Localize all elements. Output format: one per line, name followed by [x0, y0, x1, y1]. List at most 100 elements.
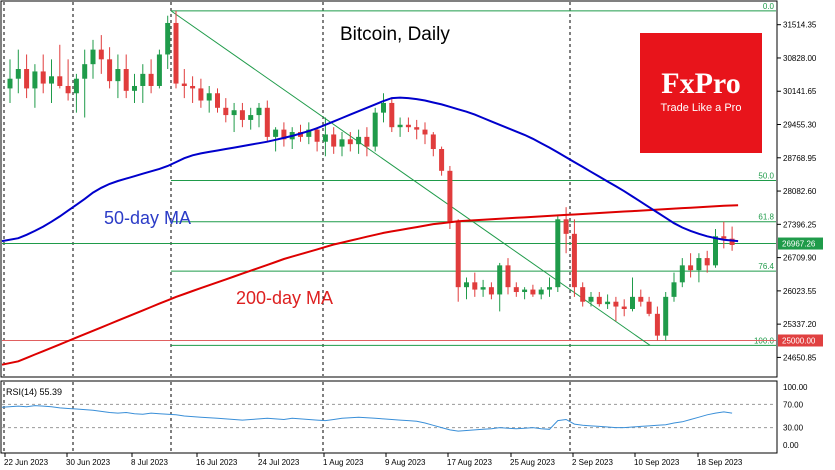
level-25000-tag [778, 334, 823, 347]
candle-body-49 [414, 127, 420, 130]
fxpro-logo: FxPro Trade Like a Pro [640, 33, 762, 153]
price-axis-label-6: 27396.25 [783, 220, 817, 229]
candle-body-28 [239, 110, 245, 120]
candle-body-69 [580, 287, 586, 302]
date-axis-label-5: 1 Aug 2023 [323, 458, 364, 467]
candle-body-14 [123, 69, 129, 91]
candle-body-61 [513, 287, 519, 293]
candle-body-85 [713, 236, 718, 266]
candle-body-45 [381, 102, 386, 113]
candle-body-65 [547, 287, 552, 290]
candle-body-75 [630, 296, 635, 309]
date-axis-label-2: 8 Jul 2023 [131, 458, 168, 467]
candle-body-22 [190, 85, 196, 89]
ma200-line [1, 204, 739, 366]
date-axis-label-7: 17 Aug 2023 [447, 458, 492, 467]
date-axis-label-8: 25 Aug 2023 [510, 458, 555, 467]
candle-body-8 [73, 78, 79, 94]
candle-body-10 [90, 49, 96, 65]
candle-body-54 [455, 221, 461, 288]
candle-body-23 [198, 88, 204, 101]
candle-body-9 [82, 64, 88, 79]
candle-body-42 [356, 136, 362, 145]
candle-body-6 [57, 76, 63, 86]
price-axis-label-2: 30141.65 [783, 87, 817, 96]
candle-body-43 [364, 136, 370, 147]
fibonacci-trendline [170, 10, 651, 346]
fib-level-label-0: 0.0 [763, 2, 775, 11]
fib-level-label-2: 61.8 [758, 213, 774, 222]
candle-body-76 [638, 296, 644, 302]
candle-body-78 [654, 313, 660, 336]
candle-body-24 [206, 93, 212, 101]
candle-body-2 [24, 69, 30, 89]
date-axis-label-11: 18 Sep 2023 [697, 458, 743, 467]
candle-body-68 [571, 233, 577, 288]
candle-body-58 [488, 287, 494, 295]
price-axis-label-4: 28768.95 [783, 154, 817, 163]
rsi-panel-border [0, 380, 778, 454]
date-axis-label-1: 30 Jun 2023 [66, 458, 111, 467]
date-axis-label-3: 16 Jul 2023 [196, 458, 238, 467]
candle-body-51 [430, 134, 436, 150]
price-axis-label-3: 29455.30 [783, 121, 817, 130]
candle-body-87 [729, 238, 735, 245]
candle-body-83 [696, 258, 702, 271]
ma200-label: 200-day MA [236, 288, 333, 308]
fxpro-logo-wordmark: FxPro [661, 67, 741, 100]
candle-body-7 [65, 85, 71, 94]
price-axis-label-0: 31514.35 [783, 21, 817, 30]
ma50-label: 50-day MA [104, 208, 191, 228]
candle-body-48 [405, 124, 411, 128]
candle-body-53 [447, 170, 453, 222]
rsi-axis-label-2: 30.00 [783, 424, 804, 433]
date-axis-label-6: 9 Aug 2023 [385, 458, 426, 467]
candle-body-67 [563, 219, 569, 234]
price-axis-label-9: 25337.20 [783, 320, 817, 329]
rsi-line [1, 405, 733, 432]
candle-body-56 [472, 282, 478, 290]
candle-body-18 [156, 54, 162, 86]
candle-body-79 [663, 296, 669, 336]
candle-body-84 [704, 258, 710, 266]
candle-body-25 [215, 93, 220, 108]
date-axis-label-10: 10 Sep 2023 [634, 458, 680, 467]
candle-body-21 [181, 83, 187, 86]
candle-body-82 [688, 265, 694, 271]
candle-body-50 [422, 129, 428, 135]
current-price-tag [778, 237, 823, 250]
candle-body-66 [555, 219, 561, 288]
candle-body-41 [347, 139, 353, 145]
chart-title: Bitcoin, Daily [340, 24, 450, 45]
price-axis-label-1: 30828.00 [783, 54, 817, 63]
candle-body-73 [613, 301, 619, 307]
candle-body-44 [372, 112, 378, 147]
candle-body-4 [40, 71, 46, 84]
candle-body-15 [132, 85, 137, 91]
price-axis-label-7: 26709.90 [783, 254, 817, 263]
candle-body-17 [148, 73, 154, 86]
candle-body-27 [231, 110, 237, 116]
candle-body-20 [173, 22, 179, 84]
candle-body-13 [115, 69, 121, 82]
candle-body-33 [281, 129, 287, 140]
candle-body-71 [596, 296, 602, 305]
ma50-line [1, 96, 739, 243]
candle-body-31 [264, 107, 270, 137]
candle-body-64 [538, 289, 544, 295]
candle-body-16 [140, 73, 146, 86]
candle-body-47 [397, 124, 403, 128]
candle-body-52 [439, 149, 445, 171]
candle-body-59 [497, 265, 503, 295]
rsi-axis-label-3: 0.00 [783, 441, 799, 450]
candle-body-1 [15, 69, 21, 79]
candle-body-5 [49, 76, 54, 84]
candle-body-40 [339, 139, 345, 147]
candle-body-12 [107, 59, 113, 82]
candle-body-38 [322, 134, 328, 142]
candle-body-81 [679, 265, 685, 283]
date-axis-label-0: 22 Jun 2023 [4, 458, 49, 467]
candle-body-37 [314, 129, 320, 142]
price-axis-label-8: 26023.55 [783, 287, 817, 296]
candle-body-30 [256, 107, 262, 116]
